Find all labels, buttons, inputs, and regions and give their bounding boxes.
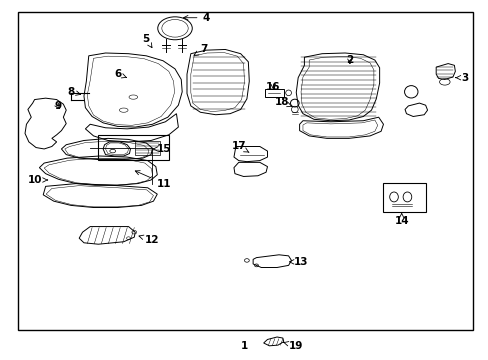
Text: 8: 8 bbox=[67, 87, 81, 97]
Bar bbox=[382, 183, 425, 212]
Text: 5: 5 bbox=[142, 34, 152, 48]
Text: 12: 12 bbox=[139, 235, 160, 245]
Bar bbox=[264, 89, 283, 97]
Text: 2: 2 bbox=[346, 55, 353, 65]
Bar bbox=[135, 141, 160, 154]
Text: 3: 3 bbox=[455, 73, 468, 83]
Text: 18: 18 bbox=[274, 98, 291, 107]
Text: 17: 17 bbox=[231, 141, 248, 152]
Text: 1: 1 bbox=[241, 341, 247, 351]
Text: 7: 7 bbox=[194, 45, 207, 55]
Text: 11: 11 bbox=[135, 171, 171, 189]
Text: 14: 14 bbox=[393, 213, 408, 226]
Text: 4: 4 bbox=[183, 13, 209, 23]
Text: 9: 9 bbox=[54, 101, 61, 111]
Text: 10: 10 bbox=[27, 175, 47, 185]
Text: 13: 13 bbox=[289, 257, 307, 267]
Text: 6: 6 bbox=[114, 69, 126, 79]
Text: 16: 16 bbox=[265, 81, 280, 91]
Text: 19: 19 bbox=[283, 341, 303, 351]
Bar bbox=[98, 135, 169, 159]
Text: 15: 15 bbox=[153, 144, 171, 154]
